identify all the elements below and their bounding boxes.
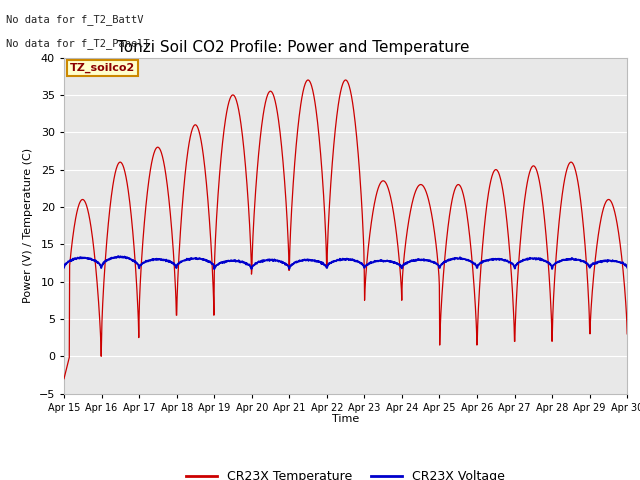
- Text: TZ_soilco2: TZ_soilco2: [70, 63, 135, 73]
- Text: No data for f_T2_PanelT: No data for f_T2_PanelT: [6, 38, 150, 49]
- Text: Tonzi Soil CO2 Profile: Power and Temperature: Tonzi Soil CO2 Profile: Power and Temper…: [117, 40, 470, 55]
- Text: No data for f_T2_BattV: No data for f_T2_BattV: [6, 14, 144, 25]
- X-axis label: Time: Time: [332, 414, 359, 424]
- Y-axis label: Power (V) / Temperature (C): Power (V) / Temperature (C): [23, 148, 33, 303]
- Legend: CR23X Temperature, CR23X Voltage: CR23X Temperature, CR23X Voltage: [181, 465, 510, 480]
